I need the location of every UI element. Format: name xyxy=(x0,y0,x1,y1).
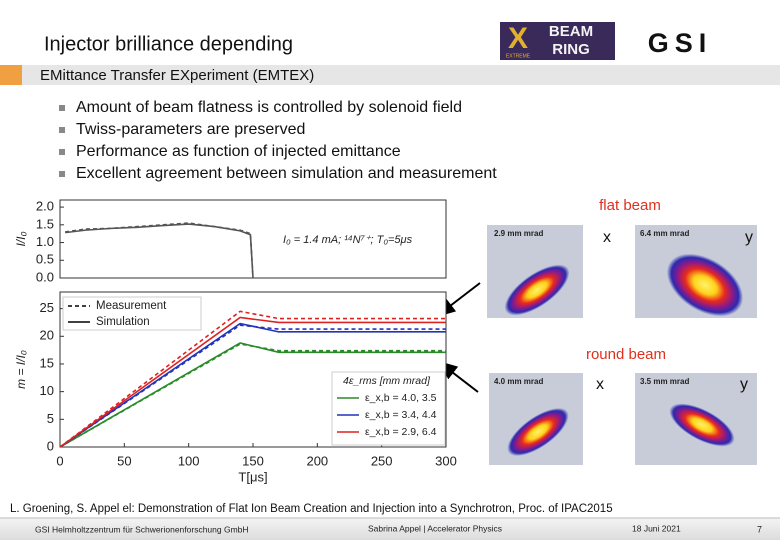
logo-line: RING xyxy=(552,41,590,58)
legend-label: Measurement xyxy=(96,300,167,312)
panel-axis: y xyxy=(740,376,748,393)
y-tick-label: 0.5 xyxy=(36,252,54,267)
panel-axis: x xyxy=(596,376,604,393)
bullet-marker xyxy=(59,149,65,155)
charts: 0.0 0.5 1.0 1.5 2.0 I/I₀ I₀ = 1.4 mA; ¹⁴N⁷⁺; T… xyxy=(14,199,457,485)
round-beam-label: round beam xyxy=(586,346,666,363)
beam-spot xyxy=(504,264,570,316)
beam-panel xyxy=(487,225,583,318)
footer-author: Sabrina Appel | Accelerator Physics xyxy=(368,523,502,533)
y-tick-label: 2.0 xyxy=(36,199,54,214)
y-tick-label: 5 xyxy=(47,411,54,426)
x-tick-label: 0 xyxy=(56,453,63,468)
bullet-marker xyxy=(59,171,65,177)
x-tick-label: 50 xyxy=(117,453,131,468)
panel-label: 4.0 mm mrad xyxy=(494,377,543,386)
annotation: I₀ = 1.4 mA; ¹⁴N⁷⁺; T₀=5μs xyxy=(283,234,413,246)
footer-date: 18 Juni 2021 xyxy=(632,523,681,533)
y-tick-label: 0.0 xyxy=(36,269,54,284)
panel-label: 6.4 mm mrad xyxy=(640,229,689,238)
y-tick-label: 1.0 xyxy=(36,234,54,249)
beam-panel xyxy=(635,225,757,318)
series-line xyxy=(65,223,254,279)
x-tick-label: 100 xyxy=(178,453,200,468)
y-tick-label: 25 xyxy=(40,300,54,315)
bullet-marker xyxy=(59,105,65,111)
legend-label: ε_x,b = 3.4, 4.4 xyxy=(365,409,437,421)
footer-bar xyxy=(0,518,780,540)
x-axis-label: T[μs] xyxy=(238,469,267,484)
legend-label: ε_x,b = 4.0, 3.5 xyxy=(365,392,437,404)
bullet-text: Performance as function of injected emit… xyxy=(76,143,401,160)
logo-line: BEAM xyxy=(549,23,593,40)
beam-spot xyxy=(669,403,735,447)
y-tick-label: 0 xyxy=(47,438,54,453)
y-tick-label: 15 xyxy=(40,355,54,370)
beam-panel xyxy=(635,373,757,465)
footer-institute: GSI Helmholtzzentrum für Schwerionenfors… xyxy=(35,524,249,534)
y-tick-label: 10 xyxy=(40,383,54,398)
panel-axis: y xyxy=(745,229,753,246)
bullet-list: Amount of beam flatness is controlled by… xyxy=(59,99,497,182)
series-line xyxy=(59,316,446,448)
panel-axis: x xyxy=(603,229,611,246)
logo-background xyxy=(500,22,615,60)
legend-box xyxy=(331,371,446,446)
x-tick-label: 300 xyxy=(435,453,457,468)
y-tick-label: 1.5 xyxy=(36,216,54,231)
flat-beam-label: flat beam xyxy=(599,197,661,214)
logo-letter: X xyxy=(508,22,528,55)
slide-title: Injector brilliance depending xyxy=(44,33,293,55)
logo-tag: EXTREME xyxy=(506,53,531,59)
x-tick-label: 200 xyxy=(306,453,328,468)
legend-label: Simulation xyxy=(96,316,150,328)
beam-ring-logo: X EXTREME BEAM RING xyxy=(500,22,615,60)
beam-spot xyxy=(666,253,744,317)
panel-label: 2.9 mm mrad xyxy=(494,229,543,238)
reference: L. Groening, S. Appel el: Demonstration … xyxy=(10,503,613,515)
subtitle-bar xyxy=(0,65,780,85)
legend-title: 4ε_rms [mm mrad] xyxy=(343,375,431,387)
x-tick-label: 150 xyxy=(242,453,264,468)
subtitle: EMittance Transfer EXperiment (EMTEX) xyxy=(40,67,314,84)
bullet-text: Twiss-parameters are preserved xyxy=(76,121,305,138)
legend-box xyxy=(62,296,202,331)
subtitle-accent xyxy=(0,65,22,85)
beam-panels: 2.9 mm mrad x 6.4 mm mrad y 4.0 mm mrad … xyxy=(487,225,757,465)
series-line xyxy=(59,342,446,448)
series-line xyxy=(59,322,446,448)
x-tick-label: 250 xyxy=(371,453,393,468)
y-tick-label: 20 xyxy=(40,328,54,343)
gsi-logo: GSI xyxy=(648,28,713,58)
footer-page: 7 xyxy=(757,524,762,534)
y-axis-label: I/I₀ xyxy=(14,231,28,246)
y-axis-label: m = I/I₀ xyxy=(14,350,28,389)
beam-panel xyxy=(489,373,583,465)
beam-spot xyxy=(507,407,569,457)
series-line xyxy=(59,310,446,448)
bullet-marker xyxy=(59,127,65,133)
bullet-text: Amount of beam flatness is controlled by… xyxy=(76,99,462,116)
legend-label: ε_x,b = 2.9, 6.4 xyxy=(365,426,437,438)
panel-label: 3.5 mm mrad xyxy=(640,377,689,386)
bullet-text: Excellent agreement between simulation a… xyxy=(76,165,497,182)
